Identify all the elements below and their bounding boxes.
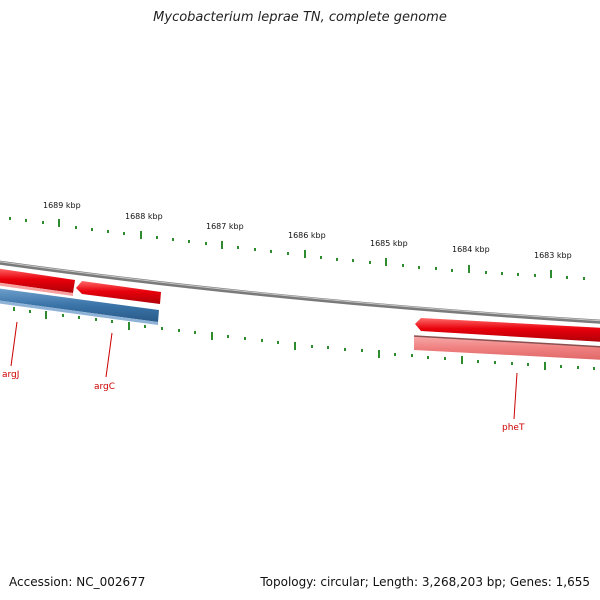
gene-arrow-argJ-forward[interactable] bbox=[0, 268, 75, 296]
gene-arrow-argC-forward[interactable] bbox=[76, 281, 161, 304]
genome-summary-text: Topology: circular; Length: 3,268,203 bp… bbox=[260, 575, 590, 589]
gene-label-argJ[interactable]: argJ bbox=[2, 370, 19, 380]
map-title: Mycobacterium leprae TN, complete genome bbox=[153, 10, 447, 25]
kbp-label-1684: 1684 kbp bbox=[452, 245, 490, 254]
kbp-label-1686: 1686 kbp bbox=[288, 231, 326, 240]
gene-band-pheT-rna[interactable] bbox=[413, 335, 600, 360]
kbp-label-1685: 1685 kbp bbox=[370, 239, 408, 248]
inner-tick-row bbox=[13, 307, 595, 370]
kbp-label-1687: 1687 kbp bbox=[206, 222, 244, 231]
gene-arrow-argJ-reverse[interactable] bbox=[0, 288, 159, 325]
genome-backbone bbox=[0, 260, 600, 324]
gene-label-argC[interactable]: argC bbox=[94, 382, 115, 392]
gene-label-pheT[interactable]: pheT bbox=[502, 423, 525, 433]
gene-arrow-pheT-forward[interactable] bbox=[415, 318, 600, 342]
kbp-label-1688: 1688 kbp bbox=[125, 212, 163, 221]
kbp-label-1689: 1689 kbp bbox=[43, 201, 81, 210]
leader-line-argC bbox=[105, 332, 113, 378]
accession-text: Accession: NC_002677 bbox=[9, 575, 146, 589]
kbp-label-1683: 1683 kbp bbox=[534, 251, 572, 260]
leader-line-argJ bbox=[10, 321, 18, 367]
leader-line-pheT bbox=[513, 372, 518, 420]
kbp-tick-row bbox=[9, 217, 585, 280]
